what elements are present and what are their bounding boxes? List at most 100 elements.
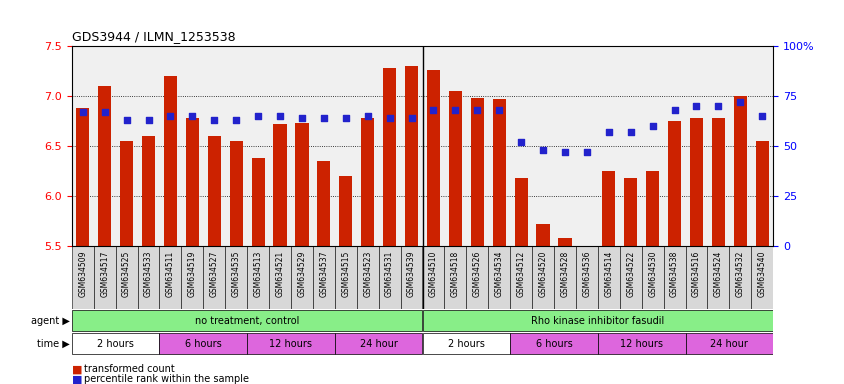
Bar: [160, 333, 247, 354]
Bar: [116, 246, 138, 309]
Bar: [334, 246, 356, 309]
Bar: [338, 176, 352, 246]
Point: [404, 115, 418, 121]
Point: [382, 115, 396, 121]
Bar: [94, 246, 116, 309]
Text: Rho kinase inhibitor fasudil: Rho kinase inhibitor fasudil: [531, 316, 663, 326]
Text: transformed count: transformed count: [84, 364, 175, 374]
Point: [689, 103, 702, 109]
Point: [98, 109, 111, 115]
Text: 12 hours: 12 hours: [619, 339, 663, 349]
Text: GSM634516: GSM634516: [691, 251, 701, 297]
Text: 6 hours: 6 hours: [535, 339, 571, 349]
Bar: [576, 246, 598, 309]
Text: 12 hours: 12 hours: [269, 339, 312, 349]
Bar: [684, 246, 706, 309]
Text: GSM634529: GSM634529: [297, 251, 306, 297]
Text: percentile rank within the sample: percentile rank within the sample: [84, 374, 249, 384]
Text: GSM634532: GSM634532: [735, 251, 744, 297]
Bar: [181, 246, 203, 309]
Text: GSM634534: GSM634534: [494, 251, 503, 297]
Text: GSM634526: GSM634526: [473, 251, 481, 297]
Bar: [164, 76, 177, 246]
Bar: [532, 246, 554, 309]
Bar: [317, 161, 330, 246]
Text: GSM634523: GSM634523: [363, 251, 371, 297]
Text: GSM634510: GSM634510: [429, 251, 437, 297]
Bar: [624, 178, 636, 246]
Text: GSM634515: GSM634515: [341, 251, 350, 297]
Text: ■: ■: [72, 374, 82, 384]
Point: [601, 129, 614, 135]
Bar: [295, 123, 308, 246]
Bar: [554, 246, 576, 309]
Bar: [580, 246, 592, 278]
Text: GSM634525: GSM634525: [122, 251, 131, 297]
Bar: [378, 246, 400, 309]
Bar: [382, 68, 396, 246]
Text: GSM634517: GSM634517: [100, 251, 109, 297]
Text: GSM634536: GSM634536: [582, 251, 591, 297]
Bar: [646, 171, 658, 246]
Point: [667, 107, 680, 113]
Bar: [138, 246, 160, 309]
Bar: [598, 246, 619, 309]
Bar: [98, 86, 111, 246]
Bar: [252, 158, 264, 246]
Point: [558, 149, 571, 155]
Bar: [536, 224, 549, 246]
Point: [514, 139, 528, 145]
Bar: [598, 333, 684, 354]
Bar: [160, 246, 181, 309]
Bar: [448, 91, 462, 246]
Point: [755, 113, 768, 119]
Bar: [558, 238, 571, 246]
Bar: [334, 333, 422, 354]
Point: [230, 117, 243, 123]
Point: [536, 147, 549, 153]
Bar: [426, 70, 440, 246]
Bar: [466, 246, 488, 309]
Text: GSM634540: GSM634540: [757, 251, 766, 297]
Text: GSM634519: GSM634519: [187, 251, 197, 297]
Text: GSM634538: GSM634538: [669, 251, 679, 297]
Text: GSM634527: GSM634527: [209, 251, 219, 297]
Bar: [733, 96, 746, 246]
Bar: [247, 246, 268, 309]
Point: [580, 149, 593, 155]
Point: [316, 115, 330, 121]
Bar: [750, 246, 772, 309]
Point: [645, 123, 658, 129]
Bar: [356, 246, 378, 309]
Point: [623, 129, 636, 135]
Text: GSM634535: GSM634535: [231, 251, 241, 297]
Text: 6 hours: 6 hours: [185, 339, 221, 349]
Bar: [514, 178, 527, 246]
Text: GSM634512: GSM634512: [516, 251, 525, 297]
Bar: [641, 246, 663, 309]
Point: [295, 115, 308, 121]
Text: 24 hour: 24 hour: [360, 339, 398, 349]
Bar: [706, 246, 728, 309]
Text: GSM634522: GSM634522: [625, 251, 635, 297]
Text: GSM634521: GSM634521: [275, 251, 284, 297]
Text: GSM634514: GSM634514: [603, 251, 613, 297]
Bar: [470, 98, 484, 246]
Bar: [120, 141, 133, 246]
Bar: [273, 124, 286, 246]
Bar: [422, 246, 444, 309]
Bar: [290, 246, 312, 309]
Text: no treatment, control: no treatment, control: [195, 316, 299, 326]
Bar: [684, 333, 772, 354]
Bar: [755, 141, 768, 246]
Bar: [668, 121, 680, 246]
Bar: [360, 118, 374, 246]
Point: [76, 109, 89, 115]
Bar: [247, 333, 334, 354]
Text: GSM634509: GSM634509: [78, 251, 87, 297]
Bar: [312, 246, 334, 309]
Text: GSM634520: GSM634520: [538, 251, 547, 297]
Text: agent ▶: agent ▶: [31, 316, 70, 326]
Text: GSM634511: GSM634511: [165, 251, 175, 297]
Bar: [602, 171, 614, 246]
